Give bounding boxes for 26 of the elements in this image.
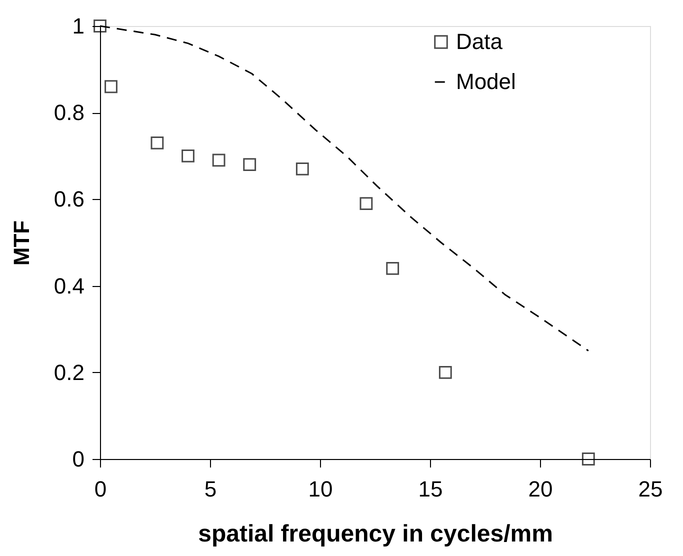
point [150,136,164,150]
legend-label: Model [456,69,516,94]
y-tick-label: 0.8 [54,100,84,126]
legend-label: Data [456,29,504,54]
x-tick-label: 0 [94,476,107,502]
y-tick-label: 0.4 [54,273,84,298]
x-tick-label: 20 [528,476,553,502]
point [438,366,452,379]
point [386,262,400,275]
y-tick-label: 0.6 [54,186,84,212]
point [360,197,373,210]
x-tick-label: 5 [204,476,217,502]
point [182,149,194,162]
point [296,162,309,176]
point [582,452,595,466]
point [212,154,226,167]
x-tick-label: 25 [638,476,663,502]
y-tick-label: 0 [72,446,84,472]
point [243,158,256,172]
y-axis-title: MTF [8,220,34,266]
y-tick-label: 0.2 [54,360,84,385]
point [104,80,118,94]
x-axis-title: spatial frequency in cycles/mm [198,520,553,548]
y-tick-label: 1 [72,14,84,38]
x-tick-label: 10 [308,476,333,502]
x-tick-label: 15 [418,476,443,502]
